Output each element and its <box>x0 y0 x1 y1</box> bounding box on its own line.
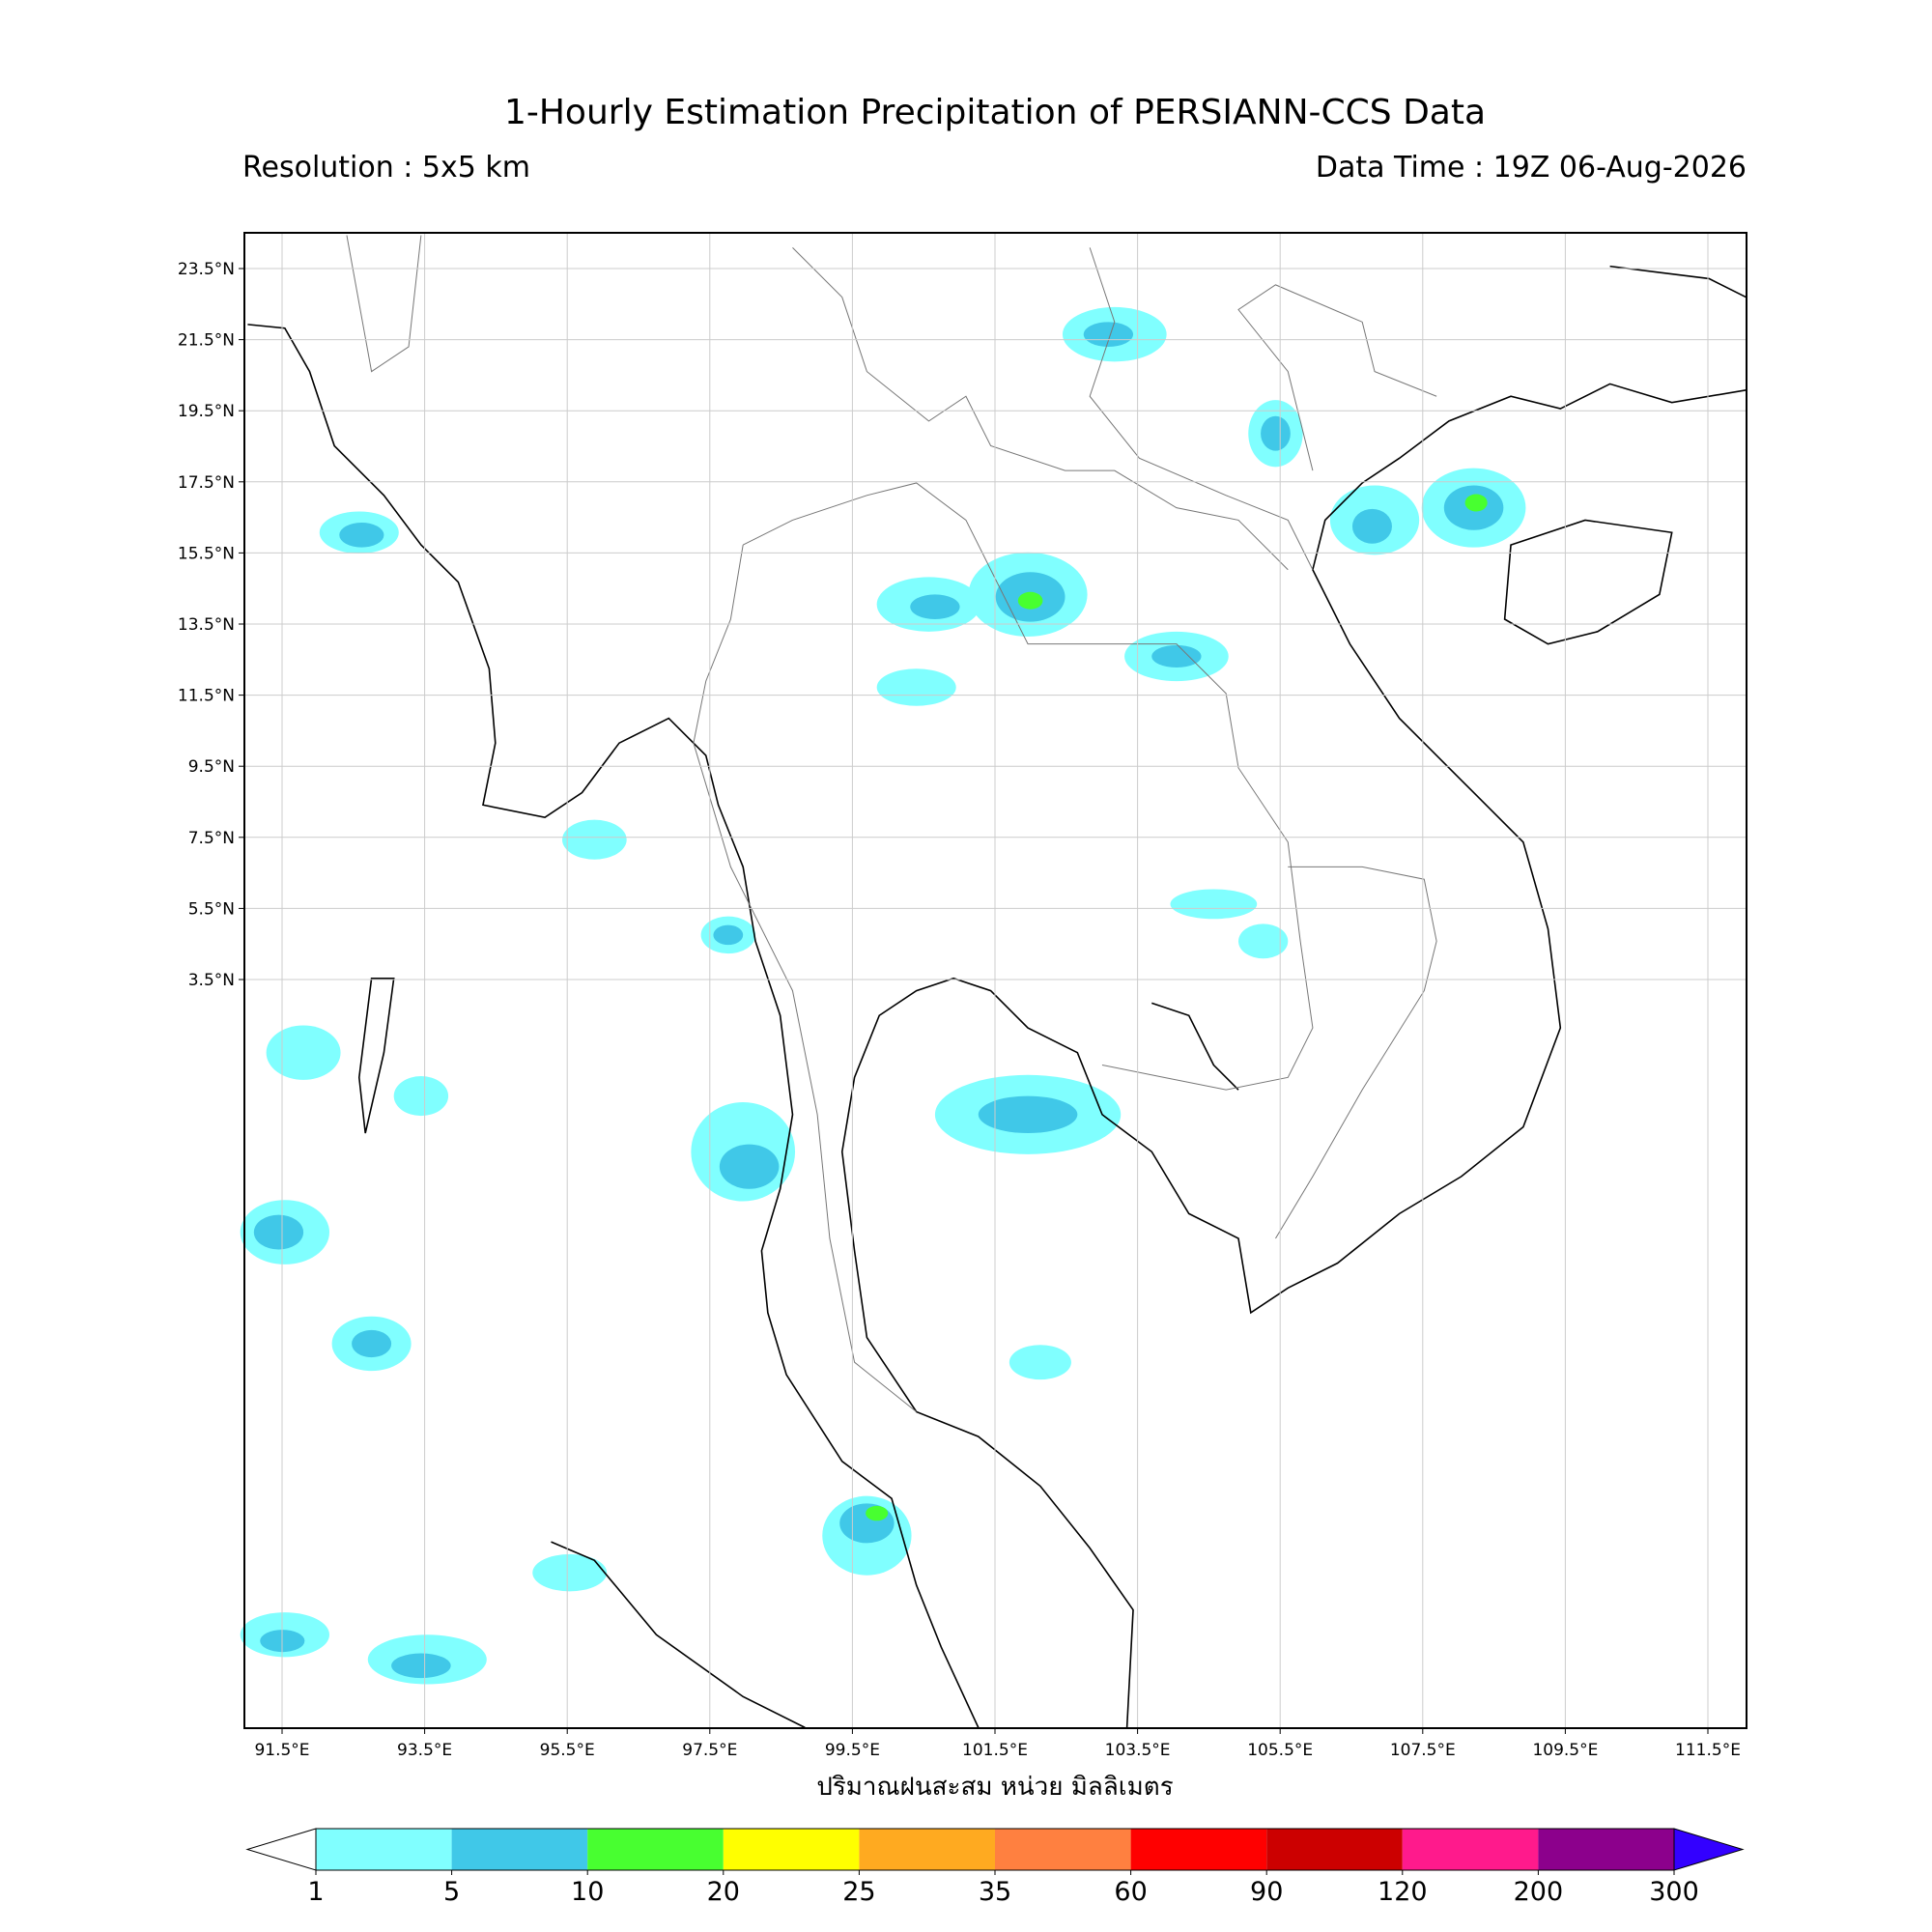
colorbar-label: 1 <box>307 1877 324 1907</box>
colorbar-box <box>1538 1829 1674 1870</box>
lon-tick-label: 93.5°E <box>397 1741 452 1760</box>
lon-tick-label: 95.5°E <box>540 1741 595 1760</box>
x-axis-label: ปริมาณฝนสะสม หน่วย มิลลิเมตร <box>816 1773 1173 1802</box>
lat-tick-label: 21.5°N <box>178 331 235 351</box>
lon-tick-label: 111.5°E <box>1675 1741 1741 1760</box>
lat-tick-label: 3.5°N <box>188 971 235 990</box>
colorbar-box <box>1130 1829 1267 1870</box>
lon-tick-label: 109.5°E <box>1532 1741 1598 1760</box>
lon-tick-label: 97.5°E <box>682 1741 737 1760</box>
colorbar-box <box>859 1829 995 1870</box>
colorbar-label: 25 <box>842 1877 875 1907</box>
data-time: Data Time : 19Z 06-Aug-2026 <box>1316 151 1747 185</box>
lat-tick-label: 7.5°N <box>188 829 235 848</box>
map-art <box>240 236 1747 1728</box>
colorbar-label: 90 <box>1250 1877 1283 1907</box>
resolution: Resolution : 5x5 km <box>242 151 530 185</box>
colorbar-under <box>245 1828 317 1871</box>
lon-tick-label: 107.5°E <box>1390 1741 1456 1760</box>
colorbar-label: 5 <box>443 1877 460 1907</box>
lat-tick-label: 23.5°N <box>178 260 235 279</box>
colorbar-label: 35 <box>979 1877 1011 1907</box>
lat-tick-label: 9.5°N <box>188 757 235 777</box>
lat-tick-label: 17.5°N <box>178 473 235 493</box>
title: 1-Hourly Estimation Precipitation of PER… <box>504 93 1486 132</box>
lon-tick-label: 105.5°E <box>1247 1741 1313 1760</box>
colorbar-label: 200 <box>1514 1877 1564 1907</box>
lat-tick-label: 11.5°N <box>178 687 235 706</box>
colorbar-label: 20 <box>707 1877 740 1907</box>
colorbar-box <box>316 1829 452 1870</box>
colorbar-box <box>587 1829 724 1870</box>
lat-tick-label: 13.5°N <box>178 615 235 635</box>
colorbar: 1 5 10 20 25 35 60 90 120 200 300 <box>245 1828 1745 1907</box>
colorbar-label: 120 <box>1378 1877 1428 1907</box>
lon-tick-label: 99.5°E <box>825 1741 880 1760</box>
colorbar-box <box>1402 1829 1539 1870</box>
lon-tick-label: 103.5°E <box>1105 1741 1171 1760</box>
colorbar-box <box>451 1829 588 1870</box>
colorbar-box <box>723 1829 860 1870</box>
coastlines <box>247 267 1746 1728</box>
map-frame <box>243 232 1747 1729</box>
borders <box>347 236 1436 1412</box>
grid: 23.5°N 21.5°N 19.5°N 17.5°N 15.5°N 13.5°N 11.5… <box>178 233 1747 1760</box>
lon-tick-label: 91.5°E <box>254 1741 309 1760</box>
lat-tick-label: 15.5°N <box>178 544 235 563</box>
colorbar-label: 300 <box>1649 1877 1699 1907</box>
precip-areas <box>240 306 1526 1685</box>
colorbar-label: 60 <box>1114 1877 1147 1907</box>
lat-tick-label: 19.5°N <box>178 402 235 421</box>
lat-tick-label: 5.5°N <box>188 899 235 919</box>
colorbar-box <box>1266 1829 1403 1870</box>
colorbar-over <box>1673 1828 1745 1871</box>
colorbar-box <box>995 1829 1131 1870</box>
colorbar-label: 10 <box>571 1877 604 1907</box>
lon-tick-label: 101.5°E <box>962 1741 1028 1760</box>
